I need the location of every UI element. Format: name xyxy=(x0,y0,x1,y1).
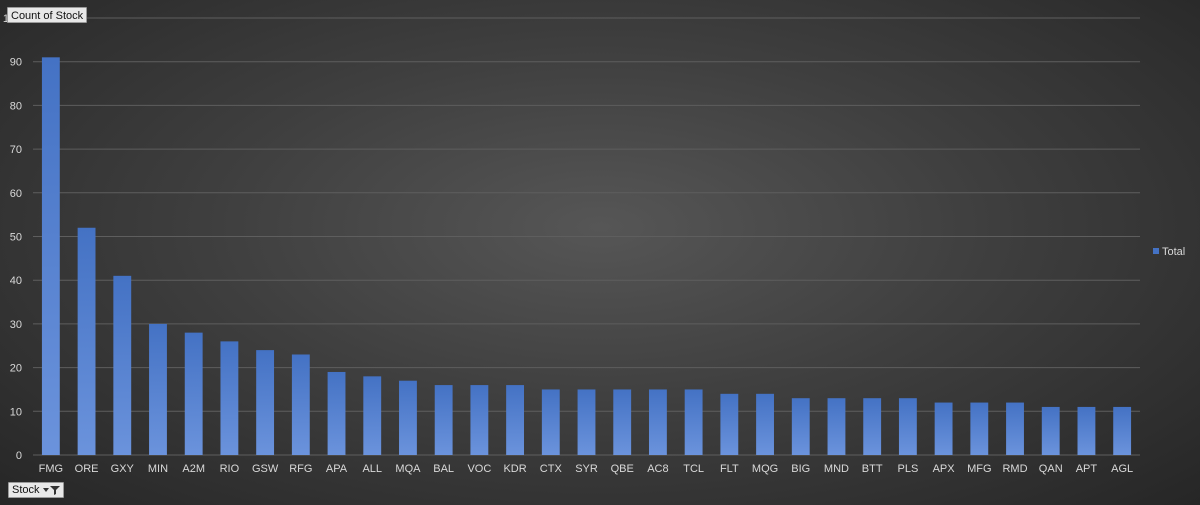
x-tick-label-mfg: MFG xyxy=(967,463,991,475)
y-tick-label: 0 xyxy=(16,450,22,462)
x-tick-label-syr: SYR xyxy=(575,463,598,475)
bar-ore[interactable] xyxy=(77,227,96,455)
bar-all[interactable] xyxy=(363,376,382,455)
bar-gsw[interactable] xyxy=(256,350,275,455)
y-tick-label-top: 1 xyxy=(3,13,9,25)
filter-dropdown-icon[interactable] xyxy=(42,485,60,495)
bar-mqa[interactable] xyxy=(399,380,417,455)
bar-pls[interactable] xyxy=(898,398,917,455)
x-tick-label-gxy: GXY xyxy=(111,463,135,475)
axis-field-label: Stock xyxy=(12,484,40,496)
bar-apx[interactable] xyxy=(934,402,953,455)
bar-syr[interactable] xyxy=(577,389,596,455)
x-tick-label-fmg: FMG xyxy=(39,463,63,475)
bar-apt[interactable] xyxy=(1077,406,1096,455)
x-tick-label-qbe: QBE xyxy=(611,463,634,475)
x-tick-label-ctx: CTX xyxy=(540,463,563,475)
x-tick-label-bal: BAL xyxy=(433,463,454,475)
y-tick-label: 20 xyxy=(10,363,22,375)
y-tick-label: 60 xyxy=(10,188,22,200)
gridlines xyxy=(33,17,1140,456)
bar-flt[interactable] xyxy=(720,393,739,455)
value-field-button[interactable]: Count of Stock xyxy=(7,7,88,23)
y-tick-label: 40 xyxy=(10,275,22,287)
bar-ac8[interactable] xyxy=(648,389,667,455)
x-tick-label-rmd: RMD xyxy=(1002,463,1027,475)
bar-kdr[interactable] xyxy=(506,385,525,455)
x-tick-label-mqg: MQG xyxy=(752,463,778,475)
legend-swatch xyxy=(1153,248,1159,254)
y-tick-label: 70 xyxy=(10,144,22,156)
legend: Total xyxy=(1153,246,1185,258)
y-tick-label: 10 xyxy=(10,406,22,418)
x-tick-label-big: BIG xyxy=(791,463,810,475)
bar-apa[interactable] xyxy=(327,371,346,455)
chevron-down-icon xyxy=(42,488,49,492)
x-tick-label-mqa: MQA xyxy=(395,463,421,475)
bar-mqg[interactable] xyxy=(756,393,774,455)
funnel-icon xyxy=(49,486,60,495)
y-tick-label: 90 xyxy=(10,57,22,69)
x-tick-label-all: ALL xyxy=(362,463,382,475)
axis-field-button[interactable]: Stock xyxy=(8,482,64,498)
x-tick-label-ore: ORE xyxy=(75,463,99,475)
x-tick-label-min: MIN xyxy=(148,463,168,475)
bar-fmg[interactable] xyxy=(41,57,60,456)
x-tick-label-apa: APA xyxy=(326,463,348,475)
x-axis-ticks: FMG ORE GXY MIN A2M RIO GSW RFG APA ALL MQA BAL VOC K… xyxy=(39,463,1134,475)
y-tick-label: 50 xyxy=(10,232,22,244)
bar-qbe[interactable] xyxy=(613,389,632,455)
bar-a2m[interactable] xyxy=(184,332,203,455)
y-tick-label: 80 xyxy=(10,100,22,112)
bar-qan[interactable] xyxy=(1041,406,1060,455)
bar-voc[interactable] xyxy=(470,385,489,455)
legend-label-total: Total xyxy=(1162,246,1185,258)
x-tick-label-a2m: A2M xyxy=(182,463,205,475)
x-tick-label-mnd: MND xyxy=(824,463,849,475)
bar-gxy[interactable] xyxy=(113,275,132,455)
x-tick-label-kdr: KDR xyxy=(503,463,526,475)
x-tick-label-flt: FLT xyxy=(720,463,739,475)
x-tick-label-qan: QAN xyxy=(1039,463,1063,475)
x-tick-label-apx: APX xyxy=(933,463,956,475)
x-tick-label-btt: BTT xyxy=(862,463,883,475)
bar-min[interactable] xyxy=(149,323,167,455)
bar-agl[interactable] xyxy=(1113,406,1132,455)
x-tick-label-rfg: RFG xyxy=(289,463,312,475)
x-tick-label-gsw: GSW xyxy=(252,463,279,475)
y-tick-label: 30 xyxy=(10,319,22,331)
x-tick-label-pls: PLS xyxy=(897,463,918,475)
bar-btt[interactable] xyxy=(863,398,882,455)
x-tick-label-apt: APT xyxy=(1076,463,1098,475)
x-tick-label-voc: VOC xyxy=(467,463,491,475)
bar-rmd[interactable] xyxy=(1006,402,1024,455)
x-tick-label-tcl: TCL xyxy=(683,463,704,475)
bar-rfg[interactable] xyxy=(291,354,310,455)
x-tick-label-ac8: AC8 xyxy=(647,463,668,475)
bar-bal[interactable] xyxy=(434,385,453,455)
bar-tcl[interactable] xyxy=(684,389,703,455)
bar-mfg[interactable] xyxy=(970,402,989,455)
bar-ctx[interactable] xyxy=(541,389,560,455)
y-axis-ticks: 0 10 20 30 40 50 60 70 80 90 1 xyxy=(3,13,22,462)
x-tick-label-rio: RIO xyxy=(220,463,240,475)
bar-mnd[interactable] xyxy=(827,398,846,455)
x-tick-label-agl: AGL xyxy=(1111,463,1133,475)
bar-big[interactable] xyxy=(791,398,810,455)
bars xyxy=(41,57,1132,456)
bar-rio[interactable] xyxy=(220,341,239,455)
